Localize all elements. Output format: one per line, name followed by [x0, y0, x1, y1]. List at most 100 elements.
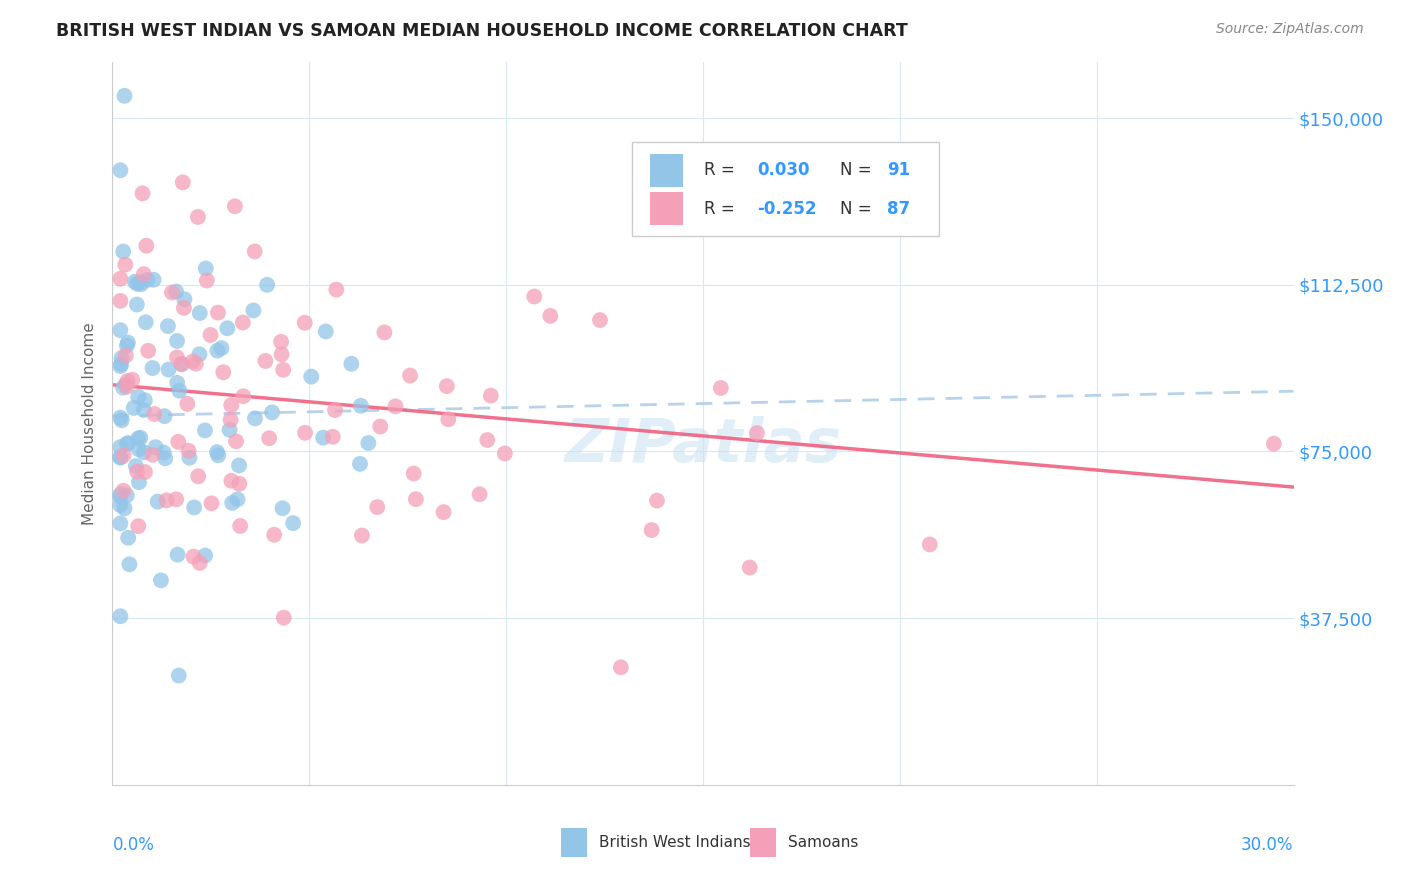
Point [122, 401, 145, 415]
Point [110, 323, 132, 337]
Y-axis label: Median Household Income: Median Household Income [82, 322, 97, 525]
Point [523, 289, 546, 303]
Point [125, 459, 148, 474]
Point [143, 407, 166, 421]
Point [494, 446, 516, 460]
Point [114, 88, 136, 103]
Point [156, 319, 179, 334]
Text: 0.030: 0.030 [758, 161, 810, 179]
Point [110, 163, 132, 178]
Point [114, 377, 136, 392]
Point [589, 313, 612, 327]
Point [127, 432, 149, 446]
Point [110, 450, 132, 465]
Point [399, 368, 422, 383]
Point [118, 558, 141, 572]
Point [207, 448, 229, 462]
Point [232, 389, 254, 403]
Point [112, 483, 135, 498]
Point [115, 436, 138, 450]
Point [350, 399, 373, 413]
Point [432, 505, 454, 519]
Point [153, 451, 176, 466]
Point [111, 413, 134, 427]
Point [132, 445, 155, 459]
Point [149, 574, 172, 588]
Point [170, 357, 193, 371]
Point [350, 528, 373, 542]
Point [166, 351, 188, 365]
Point [271, 363, 294, 377]
Point [117, 335, 139, 350]
Text: Source: ZipAtlas.com: Source: ZipAtlas.com [1216, 22, 1364, 37]
Point [176, 397, 198, 411]
Point [129, 275, 152, 289]
Point [538, 309, 561, 323]
Point [271, 501, 294, 516]
Point [169, 384, 191, 398]
Point [738, 560, 761, 574]
Point [640, 523, 662, 537]
Point [112, 448, 135, 462]
Point [166, 334, 188, 348]
Point [1263, 436, 1285, 450]
Text: 0.0%: 0.0% [112, 836, 155, 854]
Point [610, 660, 633, 674]
Point [212, 365, 235, 379]
Point [437, 412, 460, 426]
Point [114, 258, 136, 272]
Point [218, 423, 240, 437]
Point [157, 362, 180, 376]
Point [194, 261, 217, 276]
Point [205, 445, 228, 459]
Point [263, 528, 285, 542]
Point [243, 244, 266, 259]
Text: N =: N = [839, 161, 877, 179]
Point [173, 292, 195, 306]
Bar [561, 829, 588, 857]
Point [294, 425, 316, 440]
Point [110, 272, 132, 286]
Point [125, 297, 148, 311]
Point [131, 186, 153, 201]
Point [229, 519, 252, 533]
Point [745, 426, 768, 441]
Text: 87: 87 [887, 200, 910, 218]
Point [368, 419, 391, 434]
Point [110, 440, 132, 454]
Point [373, 326, 395, 340]
Point [436, 379, 458, 393]
Point [221, 496, 243, 510]
Point [232, 316, 254, 330]
Point [135, 238, 157, 252]
Point [166, 548, 188, 562]
Point [115, 380, 138, 394]
Point [167, 668, 190, 682]
Point [177, 443, 200, 458]
Point [224, 199, 246, 213]
Point [153, 409, 176, 424]
Point [188, 306, 211, 320]
Point [217, 321, 239, 335]
Point [115, 488, 138, 502]
Point [200, 328, 222, 343]
Point [128, 442, 150, 457]
Point [226, 492, 249, 507]
Point [121, 373, 143, 387]
Point [145, 440, 167, 454]
Point [110, 357, 132, 371]
Point [225, 434, 247, 449]
Point [281, 516, 304, 530]
Text: R =: R = [704, 161, 740, 179]
Point [117, 436, 139, 450]
Point [273, 610, 295, 624]
Point [918, 537, 941, 551]
Point [155, 493, 177, 508]
Point [384, 400, 406, 414]
Point [110, 516, 132, 531]
Point [165, 492, 187, 507]
Point [110, 498, 132, 512]
Text: 91: 91 [887, 161, 910, 179]
Point [112, 244, 135, 259]
Point [710, 381, 733, 395]
